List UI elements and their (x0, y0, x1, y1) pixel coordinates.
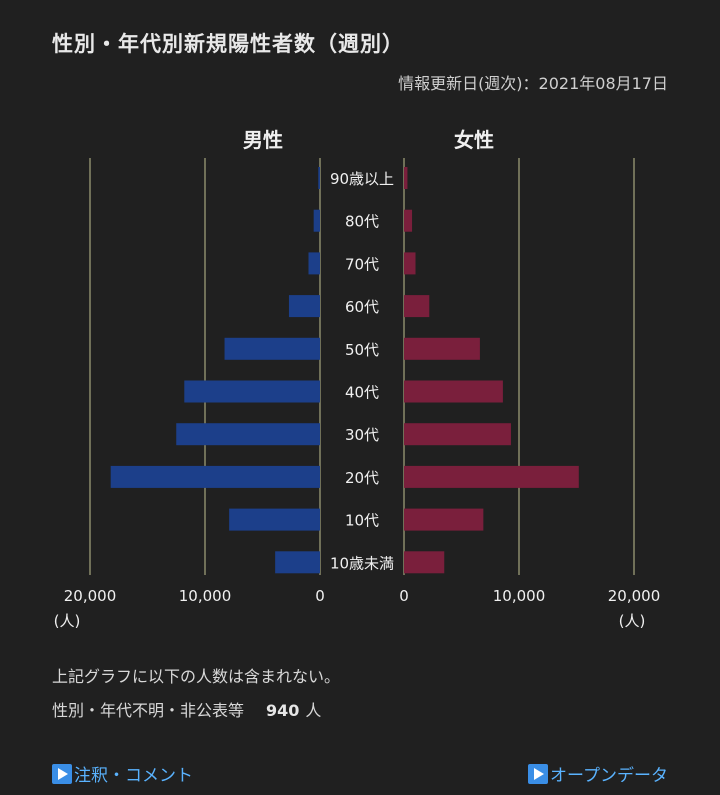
unknown-count-unit: 人 (305, 701, 322, 720)
open-data-link[interactable]: オープンデータ (528, 761, 668, 786)
notes-comments-link[interactable]: 注釈・コメント (52, 761, 193, 786)
unknown-count-label: 性別・年代不明・非公表等 (52, 701, 245, 720)
update-date: 情報更新日(週次)：2021年08月17日 (398, 74, 668, 93)
x-tick-label: 10,000 (493, 587, 546, 605)
category-label: 30代 (345, 426, 379, 444)
bar-male-7 (110, 465, 320, 488)
x-tick-label: 20,000 (64, 587, 117, 605)
notes-comments-label: 注釈・コメント (74, 766, 193, 786)
category-label: 90歳以上 (330, 170, 394, 188)
unit-label-right: (人) (619, 612, 646, 630)
unknown-count-note: 性別・年代不明・非公表等 940 人 (52, 697, 321, 721)
legend-male: 男性 (243, 128, 283, 152)
category-labels: 90歳以上 80代 70代 60代 50代 40代 30代 20代 10代 10歳未満 (330, 170, 394, 572)
bar-male-6 (176, 423, 320, 446)
unknown-count-value: 940 (266, 701, 300, 720)
x-tick-label: 0 (315, 587, 325, 605)
bar-male-9 (275, 551, 320, 574)
x-tick-label: 10,000 (179, 587, 232, 605)
bar-male-5 (184, 380, 320, 403)
bar-male-4 (224, 337, 320, 360)
category-label: 10代 (345, 512, 379, 530)
bar-female-5 (404, 380, 503, 403)
population-pyramid-chart: 90歳以上 80代 70代 60代 50代 40代 30代 20代 10代 10歳未満 20,00… (54, 128, 661, 630)
category-label: 60代 (345, 298, 379, 316)
bar-female-9 (404, 551, 445, 574)
bar-male-8 (229, 508, 320, 531)
bar-male-3 (288, 295, 320, 318)
unit-label-left: (人) (54, 612, 81, 630)
open-data-label: オープンデータ (550, 766, 668, 786)
x-tick-label: 20,000 (608, 587, 661, 605)
bar-female-1 (404, 209, 413, 232)
category-label: 20代 (345, 469, 379, 487)
axis-labels: 20,000 10,000 0 0 10,000 20,000 (人) (人) (54, 587, 661, 630)
bar-male-0 (318, 167, 320, 189)
bar-male-2 (308, 252, 320, 275)
page-title: 性別・年代別新規陽性者数（週別） (52, 32, 404, 56)
bar-female-6 (404, 423, 511, 446)
bar-female-4 (404, 337, 480, 360)
play-icon (52, 763, 72, 784)
x-tick-label: 0 (399, 587, 409, 605)
category-label: 70代 (345, 255, 379, 273)
bar-female-2 (404, 252, 416, 275)
play-icon (528, 763, 549, 784)
bar-female-0 (404, 167, 408, 189)
category-label: 80代 (345, 213, 379, 231)
category-label: 40代 (345, 384, 379, 402)
legend-female: 女性 (454, 128, 494, 152)
bar-male-1 (313, 209, 320, 232)
bar-female-3 (404, 295, 430, 318)
bar-female-8 (404, 508, 484, 531)
category-label: 50代 (345, 341, 379, 359)
exclusion-note: 上記グラフに以下の人数は含まれない。 (52, 667, 341, 686)
bar-female-7 (404, 465, 579, 488)
category-label: 10歳未満 (330, 554, 394, 572)
bars (110, 167, 579, 574)
